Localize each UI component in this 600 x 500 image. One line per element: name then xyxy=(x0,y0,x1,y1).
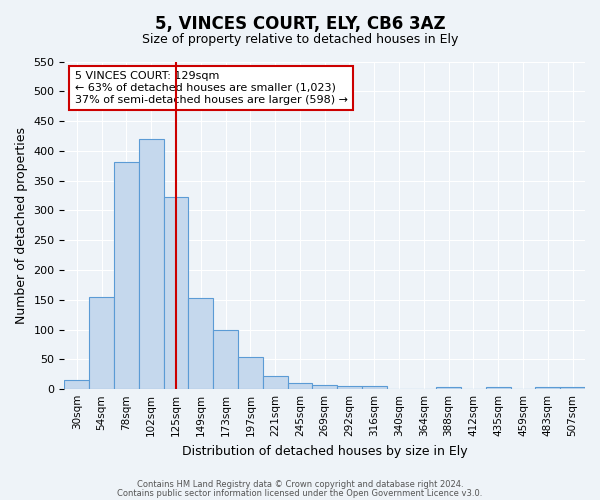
Text: Size of property relative to detached houses in Ely: Size of property relative to detached ho… xyxy=(142,32,458,46)
Bar xyxy=(213,330,238,389)
Bar xyxy=(337,386,362,389)
Bar xyxy=(64,380,89,389)
Bar xyxy=(560,387,585,389)
Bar xyxy=(535,387,560,389)
Text: Contains HM Land Registry data © Crown copyright and database right 2024.: Contains HM Land Registry data © Crown c… xyxy=(137,480,463,489)
Bar xyxy=(164,196,188,389)
X-axis label: Distribution of detached houses by size in Ely: Distribution of detached houses by size … xyxy=(182,444,467,458)
Bar xyxy=(263,376,287,389)
Text: Contains public sector information licensed under the Open Government Licence v3: Contains public sector information licen… xyxy=(118,488,482,498)
Bar xyxy=(188,298,213,389)
Bar xyxy=(238,357,263,389)
Y-axis label: Number of detached properties: Number of detached properties xyxy=(15,127,28,324)
Bar xyxy=(362,386,386,389)
Bar xyxy=(114,162,139,389)
Bar xyxy=(139,139,164,389)
Bar xyxy=(89,297,114,389)
Text: 5 VINCES COURT: 129sqm
← 63% of detached houses are smaller (1,023)
37% of semi-: 5 VINCES COURT: 129sqm ← 63% of detached… xyxy=(75,72,348,104)
Bar xyxy=(313,385,337,389)
Bar xyxy=(486,388,511,389)
Bar xyxy=(287,383,313,389)
Text: 5, VINCES COURT, ELY, CB6 3AZ: 5, VINCES COURT, ELY, CB6 3AZ xyxy=(155,15,445,33)
Bar xyxy=(436,387,461,389)
